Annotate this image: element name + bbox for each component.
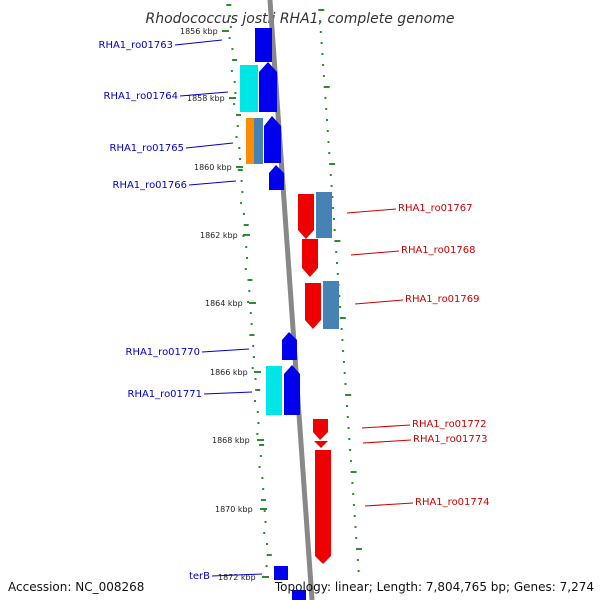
accession-text: Accession: NC_008268 — [8, 580, 145, 594]
gene-ro01768-arrow[interactable] — [302, 239, 318, 277]
plus-strand-features — [240, 28, 306, 600]
gene-ro01764-partner[interactable] — [240, 65, 258, 112]
gene-ro01773-arrow[interactable] — [314, 441, 328, 448]
label-RHA1_ro01766[interactable]: RHA1_ro01766 — [113, 180, 188, 191]
kbp-tick-1856: 1856 kbp — [180, 27, 218, 36]
gene-ro01770-arrow[interactable] — [282, 332, 297, 360]
gene-ro01774-arrow[interactable] — [315, 450, 331, 564]
kbp-tick-1866: 1866 kbp — [210, 368, 248, 377]
gene-ro01767-partner[interactable] — [316, 192, 332, 238]
map-title: Rhodococcus jostii RHA1, complete genome — [145, 11, 454, 27]
kbp-tick-1858: 1858 kbp — [187, 94, 225, 103]
label-RHA1_ro01774[interactable]: RHA1_ro01774 — [415, 497, 490, 508]
label-RHA1_ro01764[interactable]: RHA1_ro01764 — [104, 91, 179, 102]
gene-ro01769-partner[interactable] — [323, 281, 339, 329]
label-RHA1_ro01770[interactable]: RHA1_ro01770 — [126, 347, 201, 358]
right-gene-labels: RHA1_ro01767 RHA1_ro01768 RHA1_ro01769 R… — [346, 203, 490, 508]
kbp-tick-1862: 1862 kbp — [200, 231, 238, 240]
label-RHA1_ro01765[interactable]: RHA1_ro01765 — [110, 143, 185, 154]
label-RHA1_ro01763[interactable]: RHA1_ro01763 — [99, 40, 174, 51]
kbp-tick-1870: 1870 kbp — [215, 505, 253, 514]
gene-ro01763-block[interactable] — [255, 28, 272, 62]
label-terB[interactable]: terB — [189, 571, 210, 582]
kbp-tick-1860: 1860 kbp — [194, 163, 232, 172]
kbp-tick-1864: 1864 kbp — [205, 299, 243, 308]
gene-terB-block-2[interactable] — [292, 590, 306, 600]
gene-ro01764-arrow[interactable] — [259, 62, 277, 112]
gene-ro01766-arrow[interactable] — [269, 165, 284, 190]
left-gene-labels: RHA1_ro01763 RHA1_ro01764 RHA1_ro01765 R… — [99, 39, 263, 582]
label-RHA1_ro01771[interactable]: RHA1_ro01771 — [128, 389, 203, 400]
kbp-tick-1872: 1872 kbp — [218, 573, 256, 582]
label-RHA1_ro01772[interactable]: RHA1_ro01772 — [412, 419, 487, 430]
gene-ro01765-rna[interactable] — [246, 118, 254, 164]
gene-ro01769-arrow[interactable] — [305, 283, 321, 329]
gene-ro01771-arrow[interactable] — [284, 365, 300, 415]
label-RHA1_ro01773[interactable]: RHA1_ro01773 — [413, 434, 488, 445]
label-RHA1_ro01768[interactable]: RHA1_ro01768 — [401, 245, 476, 256]
gene-ro01767-arrow[interactable] — [298, 194, 314, 239]
gc-track-left — [226, 4, 272, 567]
gc-track-right — [318, 9, 362, 572]
kbp-axis: 1856 kbp 1858 kbp 1860 kbp 1862 kbp 1864… — [180, 27, 269, 582]
genome-summary-text: Topology: linear; Length: 7,804,765 bp; … — [274, 580, 594, 594]
gene-terB-block[interactable] — [274, 566, 288, 580]
gene-ro01765-arrow[interactable] — [264, 116, 281, 163]
gene-ro01765-partner[interactable] — [254, 118, 263, 164]
kbp-tick-1868: 1868 kbp — [212, 436, 250, 445]
gene-ro01771-partner[interactable] — [266, 366, 282, 415]
gene-ro01772-arrow[interactable] — [313, 419, 328, 440]
label-RHA1_ro01769[interactable]: RHA1_ro01769 — [405, 294, 480, 305]
label-RHA1_ro01767[interactable]: RHA1_ro01767 — [398, 203, 473, 214]
minus-strand-features — [298, 192, 339, 564]
